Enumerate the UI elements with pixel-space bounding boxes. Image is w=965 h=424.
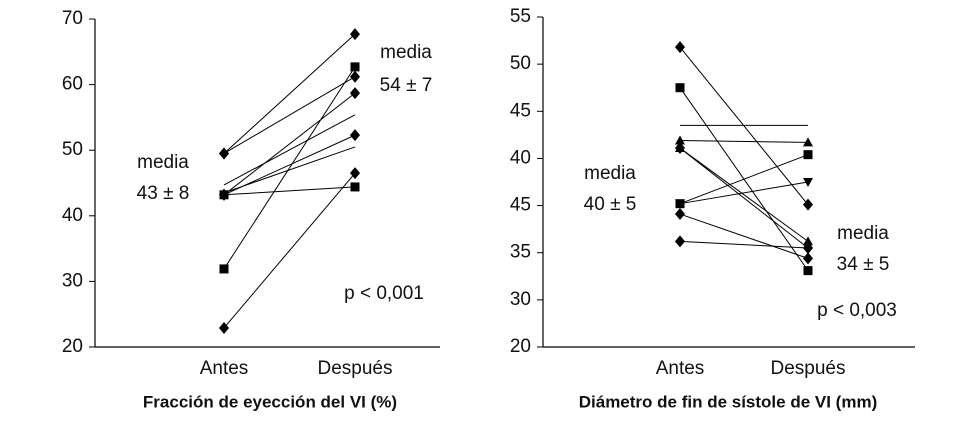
annotation: 43 ± 8 — [137, 183, 190, 204]
marker — [675, 199, 685, 209]
marker — [675, 235, 685, 248]
y-tick-label: 45 — [510, 100, 531, 121]
marker — [803, 252, 813, 265]
y-tick-label: 30 — [510, 289, 531, 310]
series-line — [679, 240, 809, 249]
annotation: media — [380, 42, 432, 63]
x-tick-label: Después — [771, 358, 846, 379]
marker — [350, 182, 360, 192]
marker — [350, 129, 360, 142]
x-tick-label: Después — [318, 358, 393, 379]
annotation: p < 0,001 — [344, 283, 424, 304]
marker — [350, 62, 360, 72]
series-line — [679, 181, 809, 205]
y-tick-label: 40 — [62, 205, 83, 226]
annotation: media — [137, 152, 189, 173]
marker — [803, 150, 813, 160]
marker — [803, 242, 813, 254]
marker — [219, 147, 229, 160]
marker — [803, 198, 813, 211]
series-line — [679, 154, 809, 205]
series-line — [679, 213, 809, 259]
marker — [675, 142, 685, 155]
marker — [350, 167, 360, 180]
marker — [350, 70, 360, 83]
series-line — [223, 66, 356, 270]
marker — [803, 178, 813, 187]
marker — [219, 321, 229, 334]
marker — [219, 190, 229, 200]
y-tick-label: 70 — [62, 8, 83, 29]
y-tick-label: 50 — [510, 53, 531, 74]
series-line — [679, 140, 809, 143]
annotation: p < 0,003 — [817, 300, 897, 321]
annotation: media — [584, 163, 636, 184]
annotation: 40 ± 5 — [584, 194, 637, 215]
marker — [803, 236, 813, 246]
y-tick-label: 20 — [62, 336, 83, 357]
series-line — [223, 76, 356, 154]
y-tick-label: 35 — [510, 242, 531, 263]
series-line — [223, 146, 356, 194]
x-axis-label: Diámetro de fin de sístole de VI (mm) — [579, 392, 878, 411]
series-line — [223, 92, 356, 196]
series-line — [679, 147, 809, 249]
marker — [350, 87, 360, 100]
annotation: media — [837, 223, 889, 244]
x-tick-label: Antes — [200, 358, 249, 379]
y-tick-label: 20 — [510, 336, 531, 357]
marker — [803, 266, 813, 276]
marker — [675, 41, 685, 54]
series-line — [223, 114, 356, 186]
y-tick-label: 60 — [62, 74, 83, 95]
series-line — [223, 172, 356, 329]
y-tick-label: 45 — [510, 195, 531, 216]
y-tick-label: 50 — [62, 139, 83, 160]
series-line — [223, 186, 356, 196]
y-tick-label: 40 — [510, 147, 531, 168]
series-line — [223, 33, 356, 154]
annotation: 54 ± 7 — [380, 75, 433, 96]
series-line — [679, 147, 809, 242]
marker — [219, 264, 229, 274]
x-tick-label: Antes — [656, 358, 705, 379]
y-tick-label: 30 — [62, 270, 83, 291]
marker — [675, 83, 685, 93]
annotation: 34 ± 5 — [837, 254, 890, 275]
marker — [350, 28, 360, 41]
marker — [675, 135, 685, 145]
x-axis-label: Fracción de eyección del VI (%) — [143, 392, 397, 411]
marker — [675, 208, 685, 221]
marker — [803, 137, 813, 147]
y-tick-label: 55 — [510, 6, 531, 27]
